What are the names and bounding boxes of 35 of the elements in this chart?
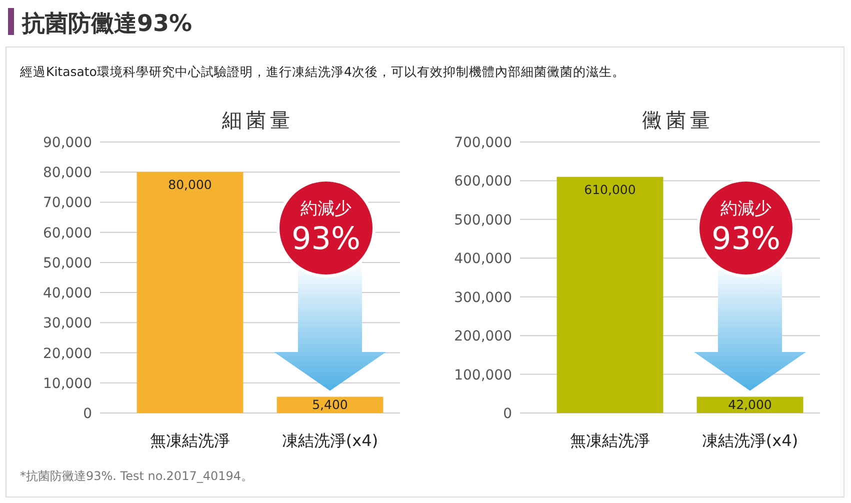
data-label: 42,000 bbox=[728, 396, 772, 412]
y-tick-label: 40,000 bbox=[43, 286, 92, 302]
y-tick-label: 0 bbox=[503, 406, 512, 422]
annotation: 約減少 bbox=[720, 199, 772, 219]
y-tick-label: 70,000 bbox=[43, 195, 92, 212]
y-tick-label: 20,000 bbox=[43, 346, 92, 362]
annotation: 93% bbox=[292, 221, 360, 257]
text: 抗菌防黴達93% bbox=[21, 11, 192, 37]
data-label: 80,000 bbox=[168, 177, 212, 192]
y-tick-label: 300,000 bbox=[454, 290, 512, 306]
x-tick-label: 凍結洗淨(x4) bbox=[702, 431, 798, 450]
annotation: 約減少 bbox=[300, 199, 352, 219]
y-tick-label: 50,000 bbox=[43, 255, 92, 272]
y-tick-label: 100,000 bbox=[454, 367, 512, 384]
x-tick-label: 無凍結洗淨 bbox=[150, 431, 230, 450]
y-tick-label: 500,000 bbox=[454, 212, 512, 228]
y-tick-label: 80,000 bbox=[43, 165, 92, 182]
text: 經過Kitasato環境科學研究中心試驗證明，進行凍結洗淨4次後，可以有效抑制機體內部細菌黴菌的滋生。 bbox=[19, 64, 625, 79]
y-tick-label: 60,000 bbox=[43, 225, 92, 242]
y-tick-label: 400,000 bbox=[454, 251, 512, 268]
y-tick-label: 10,000 bbox=[43, 376, 92, 392]
y-tick-label: 0 bbox=[83, 406, 92, 422]
x-tick-label: 凍結洗淨(x4) bbox=[282, 431, 378, 450]
annotation: 93% bbox=[712, 221, 780, 257]
x-tick-label: 無凍結洗淨 bbox=[570, 431, 650, 450]
data-label: 610,000 bbox=[584, 182, 636, 197]
y-tick-label: 600,000 bbox=[454, 174, 512, 190]
data-label: 5,400 bbox=[312, 396, 348, 412]
y-tick-label: 90,000 bbox=[43, 135, 92, 151]
y-tick-label: 30,000 bbox=[43, 316, 92, 332]
y-tick-label: 700,000 bbox=[454, 135, 512, 151]
text: *抗菌防黴達93%. Test no.2017_40194。 bbox=[20, 469, 254, 483]
chart-title: 黴菌量 bbox=[642, 108, 714, 132]
chart-title: 細菌量 bbox=[221, 108, 294, 132]
y-tick-label: 200,000 bbox=[454, 328, 512, 345]
